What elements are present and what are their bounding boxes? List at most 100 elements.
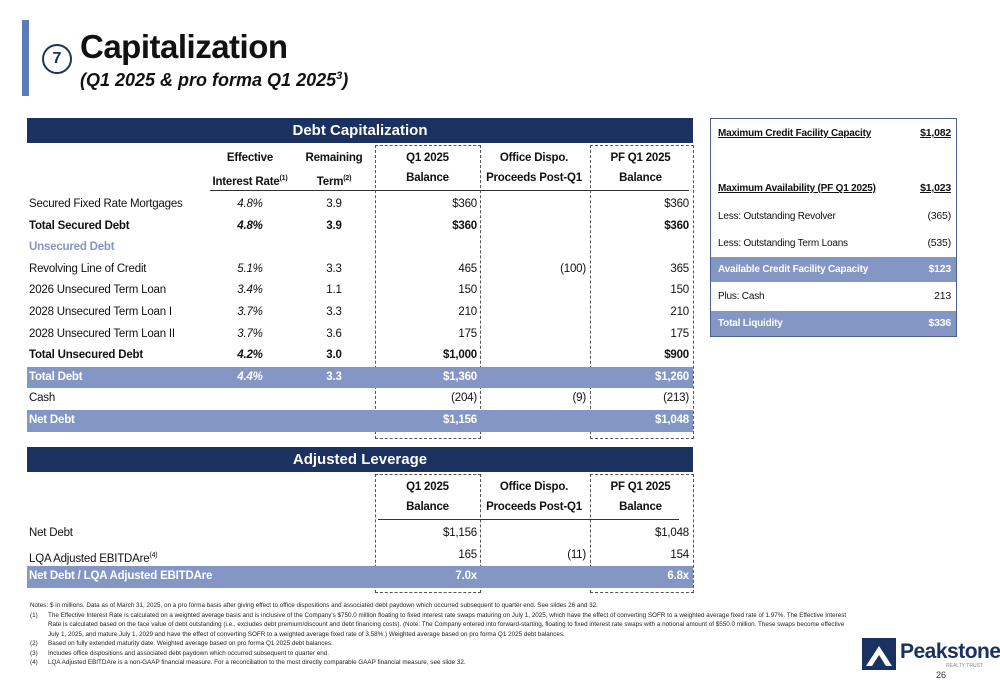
cell-value: 3.9 <box>326 198 342 210</box>
column-header-text: Interest Rate <box>212 175 280 188</box>
cell-value: 3.9 <box>326 219 342 232</box>
dashed-box <box>590 145 694 439</box>
row-label-text: Cash <box>29 392 56 405</box>
note-text: LQA Adjusted EBITDAre is a non-GAAP fina… <box>48 659 466 666</box>
column-header: Balance <box>378 168 477 189</box>
row-label: Total Unsecured Debt <box>29 345 143 366</box>
cell-value: 210 <box>458 306 477 318</box>
row-label-text: Total Secured Debt <box>29 219 130 232</box>
highlight-row <box>27 410 693 432</box>
title: Capitalization <box>80 28 288 65</box>
cell-value: 210 <box>670 306 689 318</box>
cell-value: (213) <box>663 392 689 405</box>
highlight-row <box>27 366 693 389</box>
liquidity-label: Available Credit Facility Capacity <box>718 264 869 275</box>
cell-value: $360 <box>664 219 689 232</box>
column-header-text: Q1 2025 <box>406 152 449 164</box>
cell-value: $1,000 <box>443 349 477 362</box>
cell-value: $360 <box>452 198 477 210</box>
cell-value: 175 <box>670 327 689 340</box>
subtitle-superscript: 3 <box>336 70 343 82</box>
cell-value: 165 <box>458 548 477 561</box>
row-label-text: Secured Fixed Rate Mortgages <box>29 198 183 210</box>
liquidity-label: Maximum Availability (PF Q1 2025) <box>718 183 876 194</box>
column-header-text: Office Dispo. <box>499 152 569 164</box>
row-label: Total Secured Debt <box>29 216 130 237</box>
column-header-text: Proceeds Post-Q1 <box>486 172 582 184</box>
cell-value: (11) <box>567 548 586 561</box>
cell-value: $900 <box>664 349 689 362</box>
row-label-text: Net Debt <box>29 527 73 539</box>
row-label-text: Total Unsecured Debt <box>29 349 143 362</box>
row-label-text: LQA Adjusted EBITDAre <box>29 552 150 565</box>
column-header-text: Remaining <box>305 152 363 164</box>
cell-value: 4.8% <box>237 219 263 232</box>
header-rule <box>210 190 689 191</box>
row-label-text: Unsecured Debt <box>29 241 115 254</box>
cell-value: 3.0 <box>326 349 342 362</box>
cell-value: $1,048 <box>655 414 689 426</box>
row-label: Total Debt <box>29 367 83 388</box>
row-label-text: Net Debt <box>29 414 75 426</box>
cell-value: $360 <box>664 198 689 210</box>
row-label: LQA Adjusted EBITDAre(4) <box>29 545 158 566</box>
column-header: Proceeds Post-Q1 <box>482 168 586 189</box>
row-label: Cash <box>29 388 55 409</box>
note-text: Based on fully extended maturity date. W… <box>48 640 333 648</box>
column-header: Balance <box>592 168 689 189</box>
row-label: Net Debt / LQA Adjusted EBITDAre <box>29 566 212 587</box>
column-header-superscript: (1) <box>279 175 288 182</box>
note-marker: (2) <box>30 640 38 648</box>
logo-tagline: REALTY TRUST <box>946 663 983 669</box>
liquidity-label: Less: Outstanding Term Loans <box>718 238 848 249</box>
liquidity-label: Plus: Cash <box>718 291 765 302</box>
column-header: Term(2) <box>292 168 376 189</box>
highlight-row <box>27 566 693 588</box>
column-header: Balance <box>592 497 689 518</box>
column-header-text: Proceeds Post-Q1 <box>486 501 582 513</box>
note-marker: (3) <box>30 649 38 657</box>
note-text: Includes office dispositions and associa… <box>48 649 329 657</box>
cell-value: 3.4% <box>237 284 263 297</box>
cell-value: $1,048 <box>655 527 689 539</box>
dashed-box <box>375 145 481 439</box>
column-header: Interest Rate(1) <box>200 168 300 189</box>
liquidity-value: (535) <box>927 237 951 249</box>
liquidity-label: Less: Outstanding Revolver <box>718 211 836 222</box>
page-number: 26 <box>936 670 947 680</box>
cell-value: (9) <box>572 392 587 405</box>
liquidity-value: $336 <box>928 317 951 329</box>
cell-value: 175 <box>458 327 477 340</box>
cell-value: 4.8% <box>237 198 263 210</box>
liquidity-value: $1,082 <box>920 127 951 139</box>
note-marker: (1) <box>30 612 38 619</box>
column-header-text: Effective <box>226 152 274 164</box>
highlight-row <box>711 311 956 336</box>
column-header: Q1 2025 <box>378 148 477 169</box>
note-text: The Effective Interest Rate is calculate… <box>48 612 847 638</box>
note-marker: (4) <box>30 659 38 666</box>
logo-icon <box>862 638 896 670</box>
cell-value: 3.3 <box>326 262 342 275</box>
dashed-box <box>590 474 694 593</box>
liquidity-value: $1,023 <box>920 182 951 194</box>
liquidity-label: Total Liquidity <box>718 318 783 329</box>
subtitle-text: (Q1 2025 & pro forma Q1 2025 <box>80 70 337 90</box>
accent-bar <box>22 20 29 96</box>
row-label-text: Revolving Line of Credit <box>29 262 147 275</box>
note-intro: Notes: $ in millions. Data as of March 3… <box>30 602 598 609</box>
cell-value: 465 <box>458 262 477 275</box>
column-header: Office Dispo. <box>482 148 586 169</box>
column-header-text: Q1 2025 <box>406 481 449 493</box>
cell-value: 4.2% <box>237 349 263 362</box>
logo-text: Peakstone <box>900 640 1000 663</box>
column-header-text: Office Dispo. <box>499 481 569 493</box>
column-header: Effective <box>200 148 300 169</box>
row-label: Unsecured Debt <box>29 237 115 258</box>
column-header-text: Balance <box>619 172 662 184</box>
column-header: PF Q1 2025 <box>592 148 689 169</box>
row-label-text: 2028 Unsecured Term Loan II <box>29 327 175 340</box>
column-header-text: Balance <box>406 172 449 184</box>
column-header: Proceeds Post-Q1 <box>482 497 586 518</box>
